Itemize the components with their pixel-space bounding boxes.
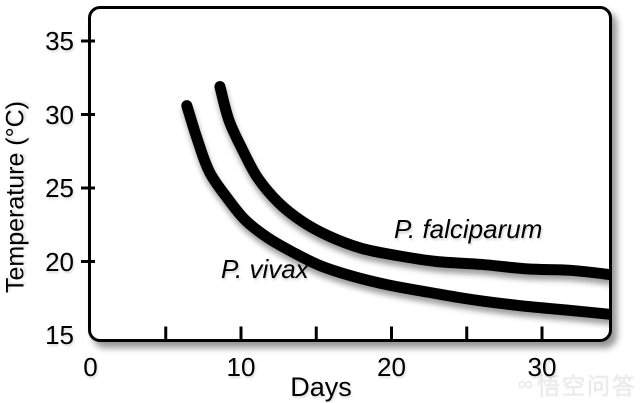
y-tick-label: 25 (45, 173, 74, 203)
y-tick-label: 30 (45, 99, 74, 130)
watermark: ∞ 悟空问答 (517, 367, 637, 401)
y-tick-label: 15 (45, 320, 74, 350)
watermark-text: 悟空问答 (537, 373, 637, 399)
x-axis-title: Days (290, 372, 352, 402)
curve-p-vivax (181, 100, 610, 320)
curve-p-falciparum (214, 81, 610, 281)
watermark-logo-icon: ∞ (517, 371, 535, 396)
curve-label-p-falciparum: P. falciparum (394, 214, 543, 244)
tick-marks (81, 39, 544, 340)
x-tick-label: 10 (226, 352, 256, 382)
y-tick-label: 20 (45, 246, 74, 277)
x-tick-label: 0 (83, 352, 98, 382)
y-tick-label: 35 (45, 26, 74, 56)
curve-label-p-vivax: P. vivax (221, 254, 309, 284)
plot-area (88, 6, 612, 342)
x-tick-label: 20 (377, 352, 406, 382)
x-tick-label: 30 (527, 352, 557, 382)
curves-group (181, 81, 610, 320)
y-axis-title: Temperature (°C) (1, 101, 30, 293)
